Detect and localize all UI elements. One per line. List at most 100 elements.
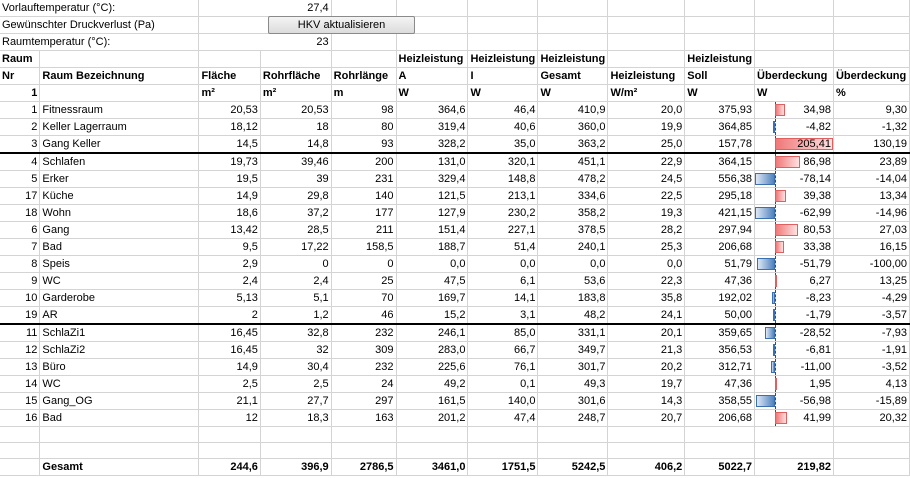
empty-cell[interactable]: [331, 0, 397, 17]
room-flaeche[interactable]: 14,9: [198, 358, 261, 376]
room-rohrflaeche[interactable]: 17,22: [260, 238, 332, 256]
empty-cell[interactable]: [198, 426, 261, 443]
empty-cell[interactable]: [467, 0, 539, 17]
room-hl_m2[interactable]: 28,2: [607, 221, 686, 239]
room-name[interactable]: Speis: [39, 255, 200, 273]
room-flaeche[interactable]: 2: [198, 306, 261, 325]
room-ueberdeckung-pct[interactable]: -3,57: [833, 306, 910, 325]
room-flaeche[interactable]: 14,5: [198, 135, 261, 154]
room-name[interactable]: Bad: [39, 238, 200, 256]
room-flaeche[interactable]: 19,5: [198, 170, 261, 188]
empty-cell[interactable]: [684, 426, 756, 443]
room-gesamt[interactable]: 240,1: [537, 238, 609, 256]
room-ueberdeckung-w[interactable]: -78,14: [754, 170, 834, 188]
room-ueberdeckung-pct[interactable]: 9,30: [833, 101, 910, 119]
room-soll[interactable]: 295,18: [684, 187, 756, 205]
empty-cell[interactable]: [331, 442, 397, 459]
room-flaeche[interactable]: 9,5: [198, 238, 261, 256]
room-hl_m2[interactable]: 20,1: [607, 324, 686, 342]
room-hl_m2[interactable]: 0,0: [607, 255, 686, 273]
room-hl_a[interactable]: 0,0: [396, 255, 469, 273]
room-ueberdeckung-w[interactable]: 80,53: [754, 221, 834, 239]
empty-cell[interactable]: [396, 426, 469, 443]
room-name[interactable]: Erker: [39, 170, 200, 188]
room-rohrlaenge[interactable]: 297: [331, 392, 397, 410]
room-name[interactable]: AR: [39, 306, 200, 325]
header-row1-cell[interactable]: [198, 50, 261, 68]
room-rohrflaeche[interactable]: 18,3: [260, 409, 332, 427]
room-nr[interactable]: 19: [0, 306, 41, 325]
room-rohrlaenge[interactable]: 80: [331, 118, 397, 136]
room-rohrflaeche[interactable]: 0: [260, 255, 332, 273]
header-units-cell[interactable]: m²: [260, 84, 332, 102]
header-row2-cell[interactable]: Gesamt: [537, 67, 609, 85]
room-nr[interactable]: 13: [0, 358, 41, 376]
room-nr[interactable]: 17: [0, 187, 41, 205]
room-hl_a[interactable]: 225,6: [396, 358, 469, 376]
empty-cell[interactable]: [833, 426, 910, 443]
header-row1-cell[interactable]: Heizleistung: [396, 50, 469, 68]
room-rohrlaenge[interactable]: 231: [331, 170, 397, 188]
room-hl_a[interactable]: 15,2: [396, 306, 469, 325]
room-hl_a[interactable]: 283,0: [396, 341, 469, 359]
room-hl_m2[interactable]: 25,0: [607, 135, 686, 154]
empty-cell[interactable]: [833, 0, 910, 17]
room-nr[interactable]: 1: [0, 101, 41, 119]
room-rohrlaenge[interactable]: 163: [331, 409, 397, 427]
room-soll[interactable]: 364,85: [684, 118, 756, 136]
room-hl_i[interactable]: 0,1: [467, 375, 539, 393]
room-rohrlaenge[interactable]: 177: [331, 204, 397, 222]
header-units-cell[interactable]: W: [537, 84, 609, 102]
room-rohrlaenge[interactable]: 140: [331, 187, 397, 205]
room-hl_m2[interactable]: 20,2: [607, 358, 686, 376]
room-rohrflaeche[interactable]: 18: [260, 118, 332, 136]
room-hl_i[interactable]: 14,1: [467, 289, 539, 307]
room-gesamt[interactable]: 53,6: [537, 272, 609, 290]
empty-cell[interactable]: [684, 16, 756, 34]
room-flaeche[interactable]: 16,45: [198, 324, 261, 342]
room-soll[interactable]: 356,53: [684, 341, 756, 359]
room-name[interactable]: Gang Keller: [39, 135, 200, 154]
room-hl_i[interactable]: 76,1: [467, 358, 539, 376]
room-ueberdeckung-w[interactable]: 39,38: [754, 187, 834, 205]
room-ueberdeckung-w[interactable]: -51,79: [754, 255, 834, 273]
room-ueberdeckung-pct[interactable]: 20,32: [833, 409, 910, 427]
room-flaeche[interactable]: 18,6: [198, 204, 261, 222]
room-hl_m2[interactable]: 25,3: [607, 238, 686, 256]
room-hl_i[interactable]: 47,4: [467, 409, 539, 427]
header-row2-cell[interactable]: Rohrlänge: [331, 67, 397, 85]
room-hl_m2[interactable]: 24,1: [607, 306, 686, 325]
room-rohrflaeche[interactable]: 39: [260, 170, 332, 188]
input-label[interactable]: Vorlauftemperatur (°C):: [0, 0, 200, 17]
room-hl_m2[interactable]: 35,8: [607, 289, 686, 307]
room-ueberdeckung-pct[interactable]: -1,32: [833, 118, 910, 136]
empty-cell[interactable]: [833, 33, 910, 51]
empty-cell[interactable]: [684, 33, 756, 51]
room-flaeche[interactable]: 5,13: [198, 289, 261, 307]
room-hl_a[interactable]: 121,5: [396, 187, 469, 205]
room-gesamt[interactable]: 48,2: [537, 306, 609, 325]
room-ueberdeckung-w[interactable]: 1,95: [754, 375, 834, 393]
room-ueberdeckung-pct[interactable]: -14,96: [833, 204, 910, 222]
room-rohrlaenge[interactable]: 46: [331, 306, 397, 325]
header-units-cell[interactable]: W: [396, 84, 469, 102]
room-name[interactable]: Wohn: [39, 204, 200, 222]
room-hl_m2[interactable]: 22,3: [607, 272, 686, 290]
room-rohrflaeche[interactable]: 1,2: [260, 306, 332, 325]
empty-cell[interactable]: [537, 426, 609, 443]
room-soll[interactable]: 358,55: [684, 392, 756, 410]
room-rohrflaeche[interactable]: 39,46: [260, 153, 332, 171]
room-soll[interactable]: 157,78: [684, 135, 756, 154]
room-ueberdeckung-w[interactable]: 6,27: [754, 272, 834, 290]
empty-cell[interactable]: [467, 33, 539, 51]
empty-cell[interactable]: [198, 442, 261, 459]
room-gesamt[interactable]: 0,0: [537, 255, 609, 273]
room-soll[interactable]: 297,94: [684, 221, 756, 239]
room-ueberdeckung-w[interactable]: -62,99: [754, 204, 834, 222]
room-ueberdeckung-w[interactable]: -56,98: [754, 392, 834, 410]
totals-hl_i[interactable]: 1751,5: [467, 458, 539, 476]
totals-flaeche[interactable]: 244,6: [198, 458, 261, 476]
empty-cell[interactable]: [0, 442, 41, 459]
room-gesamt[interactable]: 331,1: [537, 324, 609, 342]
room-flaeche[interactable]: 13,42: [198, 221, 261, 239]
